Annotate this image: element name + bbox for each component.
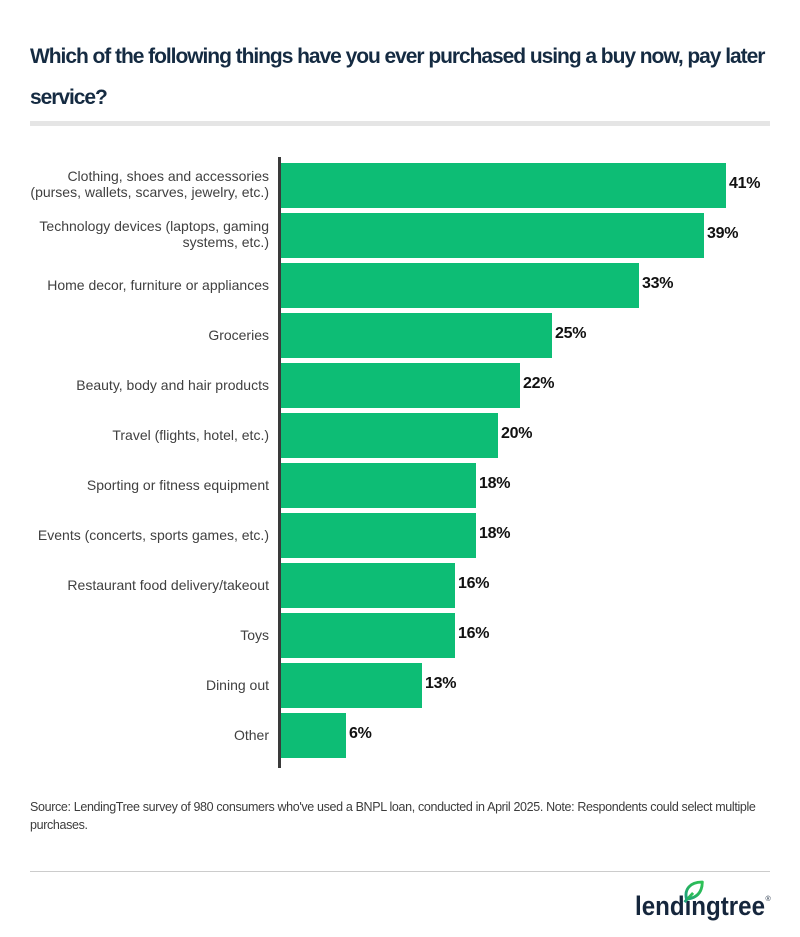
svg-text:lendıngtree: lendıngtree (635, 891, 765, 921)
svg-text:®: ® (766, 895, 772, 903)
